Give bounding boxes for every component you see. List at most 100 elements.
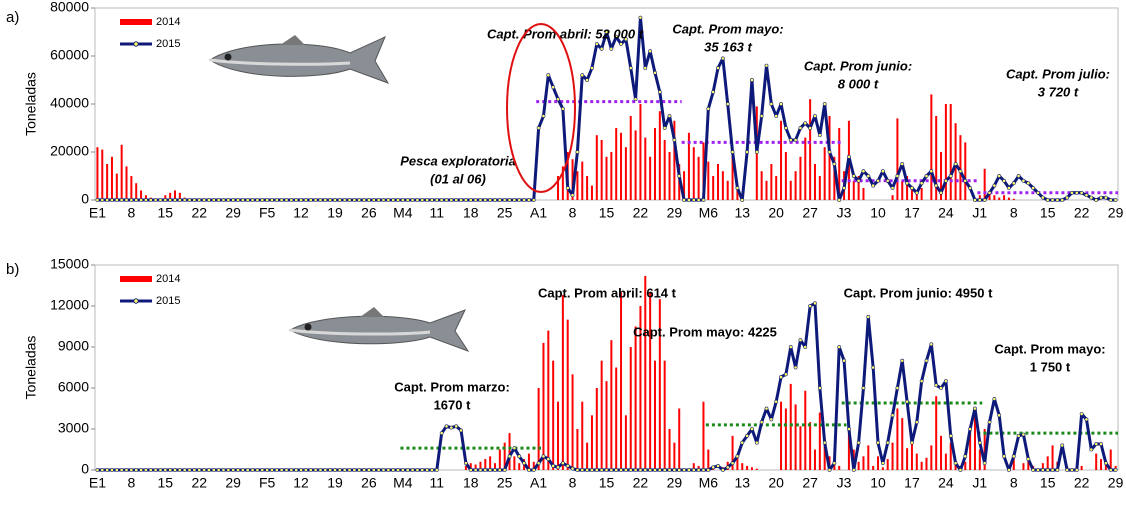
bar [663, 360, 666, 470]
line-marker [231, 468, 236, 472]
bar [712, 176, 715, 200]
line-marker [1084, 417, 1089, 422]
line-marker [1089, 447, 1094, 452]
line-marker [463, 461, 468, 466]
bar [561, 295, 564, 470]
line-marker [173, 198, 177, 202]
line-marker [444, 424, 449, 429]
line-marker [512, 446, 517, 451]
line-marker [910, 440, 914, 445]
bar [998, 197, 1001, 200]
line-marker [1021, 432, 1026, 437]
bar [586, 442, 589, 470]
bar [639, 104, 642, 200]
line-marker [318, 468, 323, 472]
line-marker [517, 198, 522, 202]
line-marker [163, 198, 168, 202]
x-tick-label: F5 [259, 475, 276, 491]
line-marker [357, 468, 362, 472]
line-marker [1011, 181, 1016, 186]
line-marker [827, 150, 832, 154]
line-marker [701, 468, 706, 472]
x-tick-label: J3 [837, 205, 852, 221]
annotation: Capt. Prom mayo: [994, 341, 1105, 356]
line-marker [939, 386, 943, 390]
fish-fin [280, 35, 305, 45]
line-marker [1011, 454, 1016, 459]
line-marker [973, 198, 977, 202]
line-marker [110, 198, 114, 202]
line-marker [1065, 468, 1069, 472]
bar [906, 176, 909, 200]
line-marker [347, 198, 352, 202]
bar [707, 449, 710, 470]
bar [649, 156, 652, 200]
line-marker [924, 174, 929, 178]
line-marker [308, 468, 313, 472]
line-marker [328, 468, 333, 472]
line-marker [255, 198, 260, 202]
line-marker [1099, 442, 1103, 446]
line-marker [405, 468, 410, 472]
line-marker [968, 186, 973, 190]
line-marker [1108, 468, 1113, 472]
line-marker [876, 178, 880, 183]
bar [610, 340, 613, 470]
legend-label: 2014 [156, 273, 180, 285]
bar [988, 192, 991, 200]
x-tick-label: 18 [463, 205, 479, 221]
line-marker [813, 301, 817, 306]
line-marker [323, 468, 328, 472]
line-marker [304, 198, 308, 202]
x-tick-label: 12 [293, 475, 309, 491]
line-marker [439, 198, 444, 202]
line-marker [953, 162, 958, 166]
line-marker [866, 315, 871, 319]
x-tick-label: 12 [293, 205, 309, 221]
line-marker [599, 46, 604, 51]
bar [833, 463, 836, 470]
bar [978, 195, 981, 200]
line-marker [488, 468, 493, 472]
line-marker [337, 198, 342, 202]
line-marker [677, 174, 682, 178]
line-marker [1055, 468, 1060, 472]
bar [935, 116, 938, 200]
line-marker [657, 90, 662, 94]
legend-marker [133, 41, 139, 47]
line-marker [236, 198, 240, 202]
line-marker [696, 468, 701, 472]
line-marker [890, 413, 895, 418]
line-marker [129, 468, 134, 472]
line-marker [114, 468, 119, 472]
line-marker [842, 186, 846, 190]
line-marker [265, 198, 270, 202]
line-marker [425, 198, 430, 202]
bar [750, 467, 753, 470]
bar [537, 388, 540, 470]
line-marker [463, 198, 468, 202]
line-marker [1050, 468, 1055, 472]
bar [891, 442, 894, 470]
line-marker [691, 198, 696, 202]
line-marker [1045, 198, 1050, 202]
annotation: 35 163 t [704, 39, 752, 54]
line-marker [158, 198, 163, 202]
bar [940, 152, 943, 200]
bar [823, 147, 826, 200]
line-marker [808, 304, 813, 308]
y-axis-label: Toneladas [23, 336, 39, 400]
bar [1003, 195, 1006, 200]
line-marker [590, 468, 594, 472]
bar [557, 176, 560, 200]
line-marker [153, 468, 158, 472]
line-marker [1031, 468, 1036, 472]
line-marker [919, 379, 924, 384]
bar [120, 144, 123, 200]
line-marker [391, 198, 396, 202]
bar [106, 164, 109, 200]
line-marker [657, 468, 662, 472]
line-marker [531, 198, 536, 202]
line-marker [357, 198, 362, 202]
bar [765, 180, 768, 200]
